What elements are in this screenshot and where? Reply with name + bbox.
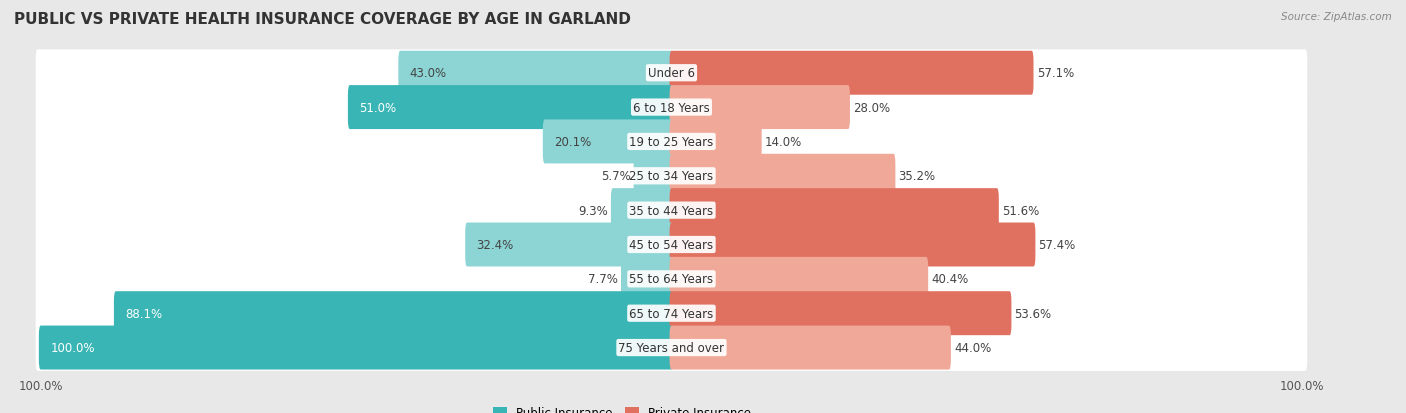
FancyBboxPatch shape (634, 154, 673, 198)
Text: 28.0%: 28.0% (853, 101, 890, 114)
FancyBboxPatch shape (669, 223, 1035, 267)
Text: 35.2%: 35.2% (898, 170, 935, 183)
Text: 43.0%: 43.0% (409, 67, 447, 80)
Text: 25 to 34 Years: 25 to 34 Years (630, 170, 713, 183)
Text: 75 Years and over: 75 Years and over (619, 341, 724, 354)
Text: PUBLIC VS PRIVATE HEALTH INSURANCE COVERAGE BY AGE IN GARLAND: PUBLIC VS PRIVATE HEALTH INSURANCE COVER… (14, 12, 631, 27)
FancyBboxPatch shape (669, 326, 950, 370)
FancyBboxPatch shape (35, 324, 1308, 371)
Text: 100.0%: 100.0% (51, 341, 94, 354)
Text: 45 to 54 Years: 45 to 54 Years (630, 238, 713, 252)
FancyBboxPatch shape (669, 86, 851, 130)
FancyBboxPatch shape (35, 50, 1308, 97)
FancyBboxPatch shape (35, 256, 1308, 302)
FancyBboxPatch shape (465, 223, 673, 267)
Text: 53.6%: 53.6% (1015, 307, 1052, 320)
Text: 5.7%: 5.7% (600, 170, 630, 183)
Text: 57.1%: 57.1% (1036, 67, 1074, 80)
FancyBboxPatch shape (669, 292, 1011, 335)
Text: 7.7%: 7.7% (588, 273, 617, 286)
FancyBboxPatch shape (39, 326, 673, 370)
FancyBboxPatch shape (669, 154, 896, 198)
Legend: Public Insurance, Private Insurance: Public Insurance, Private Insurance (488, 401, 756, 413)
FancyBboxPatch shape (669, 189, 998, 233)
Text: 88.1%: 88.1% (125, 307, 162, 320)
FancyBboxPatch shape (35, 290, 1308, 337)
Text: 65 to 74 Years: 65 to 74 Years (630, 307, 714, 320)
FancyBboxPatch shape (612, 189, 673, 233)
Text: 14.0%: 14.0% (765, 135, 801, 149)
Text: 51.6%: 51.6% (1002, 204, 1039, 217)
FancyBboxPatch shape (35, 119, 1308, 165)
FancyBboxPatch shape (35, 153, 1308, 199)
Text: 35 to 44 Years: 35 to 44 Years (630, 204, 713, 217)
FancyBboxPatch shape (669, 257, 928, 301)
Text: 32.4%: 32.4% (477, 238, 513, 252)
FancyBboxPatch shape (669, 52, 1033, 95)
FancyBboxPatch shape (35, 85, 1308, 131)
Text: 57.4%: 57.4% (1039, 238, 1076, 252)
Text: Under 6: Under 6 (648, 67, 695, 80)
FancyBboxPatch shape (398, 52, 673, 95)
FancyBboxPatch shape (35, 222, 1308, 268)
Text: 9.3%: 9.3% (578, 204, 607, 217)
Text: 20.1%: 20.1% (554, 135, 592, 149)
Text: Source: ZipAtlas.com: Source: ZipAtlas.com (1281, 12, 1392, 22)
FancyBboxPatch shape (543, 120, 673, 164)
FancyBboxPatch shape (114, 292, 673, 335)
Text: 51.0%: 51.0% (360, 101, 396, 114)
FancyBboxPatch shape (35, 188, 1308, 234)
Text: 6 to 18 Years: 6 to 18 Years (633, 101, 710, 114)
Text: 40.4%: 40.4% (931, 273, 969, 286)
FancyBboxPatch shape (669, 120, 762, 164)
FancyBboxPatch shape (621, 257, 673, 301)
Text: 55 to 64 Years: 55 to 64 Years (630, 273, 713, 286)
FancyBboxPatch shape (347, 86, 673, 130)
Text: 19 to 25 Years: 19 to 25 Years (630, 135, 714, 149)
Text: 44.0%: 44.0% (955, 341, 991, 354)
